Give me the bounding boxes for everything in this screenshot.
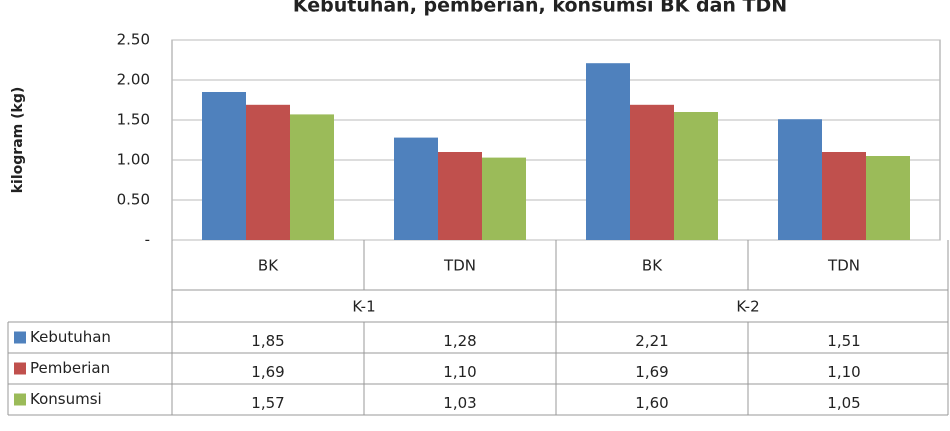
legend-swatch <box>14 331 26 344</box>
x-tick-label: TDN <box>827 257 860 275</box>
bar <box>438 152 482 240</box>
legend-label: Kebutuhan <box>30 328 111 346</box>
x-tick-label: BK <box>258 257 279 275</box>
data-label: 1,28 <box>443 332 476 350</box>
bar <box>866 156 910 240</box>
y-axis-label: kilogram (kg) <box>10 87 26 194</box>
chart-title: Kebutuhan, pemberian, konsumsi BK dan TD… <box>293 0 787 17</box>
data-label: 1,03 <box>443 394 476 412</box>
bar <box>674 112 718 240</box>
group-label: K-1 <box>352 298 375 316</box>
y-tick-label: 2.50 <box>117 31 150 49</box>
x-tick-label: TDN <box>443 257 476 275</box>
data-label: 1,10 <box>827 363 860 381</box>
data-label: 1,60 <box>635 394 668 412</box>
legend-swatch <box>14 393 26 406</box>
data-label: 1,51 <box>827 332 860 350</box>
y-tick-label: 0.50 <box>117 191 150 209</box>
y-tick-label: 2.00 <box>117 71 150 89</box>
x-tick-label: BK <box>642 257 663 275</box>
bar <box>290 114 334 240</box>
bar <box>586 63 630 241</box>
legend-label: Konsumsi <box>30 390 102 408</box>
legend-label: Pemberian <box>30 359 110 377</box>
data-label: 1,57 <box>251 394 284 412</box>
bar <box>202 92 246 240</box>
legend-swatch <box>14 362 26 375</box>
bar <box>630 104 674 240</box>
bar <box>394 137 438 240</box>
bar <box>822 152 866 240</box>
data-label: 1,10 <box>443 363 476 381</box>
data-label: 1,05 <box>827 394 860 412</box>
bar <box>246 104 290 240</box>
group-label: K-2 <box>736 298 759 316</box>
bar <box>778 119 822 240</box>
y-tick-label: 1.00 <box>117 151 150 169</box>
y-tick-label: 1.50 <box>117 111 150 129</box>
data-label: 2,21 <box>635 332 668 350</box>
y-tick-label: - <box>145 231 150 249</box>
data-label: 1,85 <box>251 332 284 350</box>
data-label: 1,69 <box>251 363 284 381</box>
data-label: 1,69 <box>635 363 668 381</box>
bar <box>482 157 526 240</box>
